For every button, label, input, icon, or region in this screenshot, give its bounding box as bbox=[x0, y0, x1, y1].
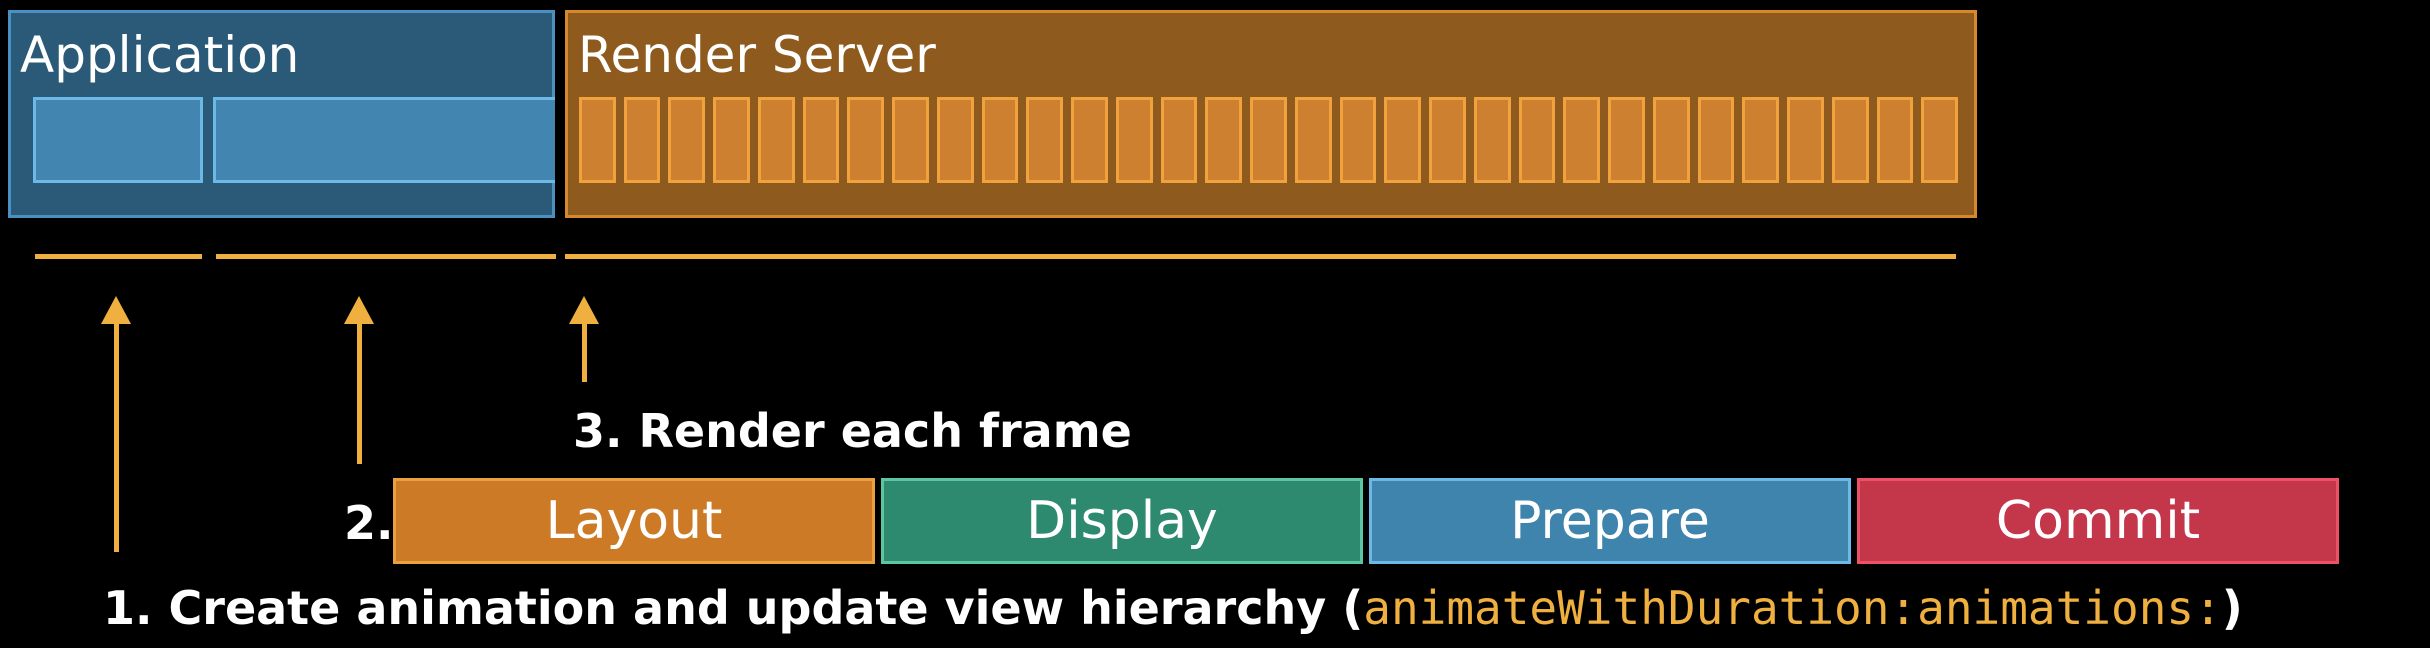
render-frame bbox=[1518, 97, 1556, 183]
timeline-segment-2 bbox=[216, 254, 556, 259]
render-frame bbox=[1787, 97, 1824, 183]
render-frame bbox=[847, 97, 885, 183]
render-frame bbox=[1473, 97, 1511, 183]
render-frame bbox=[1026, 97, 1064, 183]
render-frame bbox=[668, 97, 706, 183]
render-frame bbox=[1742, 97, 1780, 183]
render-frame bbox=[579, 97, 616, 183]
arrow-shaft-2 bbox=[357, 322, 362, 464]
arrow-shaft-3 bbox=[582, 322, 587, 382]
render-frame bbox=[1115, 97, 1153, 183]
phase-display: Display bbox=[881, 478, 1363, 564]
phase-commit: Commit bbox=[1857, 478, 2339, 564]
step1-number: 1. bbox=[103, 581, 153, 635]
render-frame bbox=[1608, 97, 1645, 183]
application-block-1 bbox=[33, 97, 203, 183]
render-frame bbox=[713, 97, 750, 183]
arrow-up-icon bbox=[344, 296, 374, 324]
arrow-up-icon bbox=[569, 296, 599, 324]
step1-text: Create animation and update view hierarc… bbox=[168, 581, 1364, 635]
render-frame bbox=[757, 97, 795, 183]
render-frame bbox=[936, 97, 974, 183]
render-frame bbox=[802, 97, 840, 183]
arrow-shaft-1 bbox=[114, 322, 119, 552]
phase-prepare: Prepare bbox=[1369, 478, 1851, 564]
arrow-up-icon bbox=[101, 296, 131, 324]
render-frame bbox=[1339, 97, 1377, 183]
render-server-title: Render Server bbox=[578, 26, 936, 84]
step3-label: 3. Render each frame bbox=[573, 404, 1132, 458]
render-frame bbox=[1652, 97, 1690, 183]
render-frame bbox=[1831, 97, 1869, 183]
render-frame bbox=[1250, 97, 1287, 183]
timeline-segment-1 bbox=[35, 254, 202, 259]
render-frame bbox=[1294, 97, 1332, 183]
application-title: Application bbox=[20, 26, 300, 84]
render-frame bbox=[1384, 97, 1422, 183]
application-block-2 bbox=[213, 97, 555, 183]
render-frame bbox=[1921, 97, 1958, 183]
render-frame bbox=[892, 97, 929, 183]
render-frame bbox=[1071, 97, 1108, 183]
render-frame bbox=[623, 97, 661, 183]
render-frame bbox=[981, 97, 1019, 183]
render-frame bbox=[1160, 97, 1198, 183]
step1-code: animateWithDuration:animations: bbox=[1363, 581, 2222, 635]
step1-label: 1. Create animation and update view hier… bbox=[103, 585, 2243, 631]
phase-layout: Layout bbox=[393, 478, 875, 564]
render-frame bbox=[1563, 97, 1601, 183]
render-frame bbox=[1205, 97, 1243, 183]
timeline-segment-3 bbox=[565, 254, 1956, 259]
step2-label: 2. bbox=[344, 496, 394, 550]
render-frame bbox=[1429, 97, 1466, 183]
render-frame bbox=[1697, 97, 1735, 183]
render-frame bbox=[1876, 97, 1914, 183]
step1-close: ) bbox=[2221, 581, 2243, 635]
